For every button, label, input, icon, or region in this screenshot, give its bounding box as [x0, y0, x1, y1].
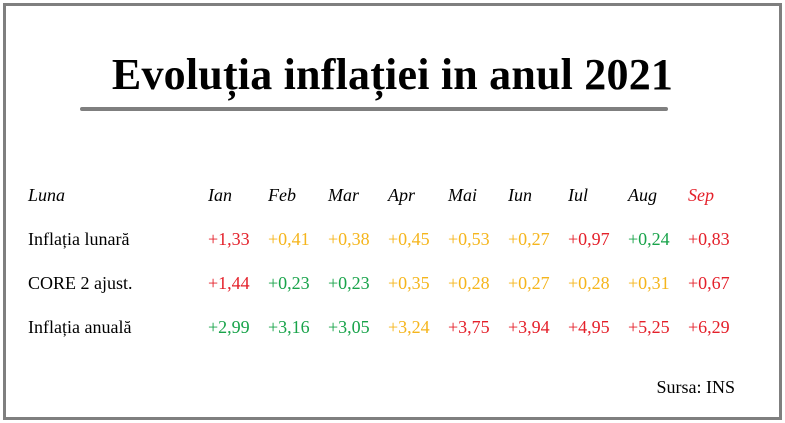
row-label-0: Inflația lunară — [28, 229, 130, 249]
table-cell-r0-c5: +0,27 — [508, 229, 550, 249]
table-cell-r2-c4: +3,75 — [448, 317, 490, 337]
table-cell-r2-c7: +5,25 — [628, 317, 670, 337]
table-cell-r2-c0: +2,99 — [208, 317, 250, 337]
chart-frame — [3, 3, 782, 420]
row-label-2: Inflația anuală — [28, 317, 132, 337]
table-cell-r0-c0: +1,33 — [208, 229, 250, 249]
table-cell-r0-c3: +0,45 — [388, 229, 430, 249]
table-cell-r1-c0: +1,44 — [208, 273, 250, 293]
table-cell-r1-c1: +0,23 — [268, 273, 310, 293]
column-header-mai: Mai — [448, 185, 477, 205]
table-cell-r1-c4: +0,28 — [448, 273, 490, 293]
column-header-iul: Iul — [568, 185, 588, 205]
table-cell-r1-c7: +0,31 — [628, 273, 670, 293]
table-cell-r2-c1: +3,16 — [268, 317, 310, 337]
title-underline — [80, 107, 668, 111]
table-cell-r1-c6: +0,28 — [568, 273, 610, 293]
chart-title: Evoluția inflației in anul 2021 — [111, 50, 674, 99]
source-note: Sursa: INS — [656, 377, 735, 397]
table-cell-r2-c6: +4,95 — [568, 317, 610, 337]
column-header-aug: Aug — [628, 185, 657, 205]
table-cell-r2-c3: +3,24 — [388, 317, 430, 337]
table-cell-r0-c7: +0,24 — [628, 229, 670, 249]
column-header-feb: Feb — [268, 185, 296, 205]
table-cell-r2-c5: +3,94 — [508, 317, 550, 337]
column-header-sep: Sep — [688, 185, 714, 205]
column-header-iun: Iun — [508, 185, 532, 205]
table-cell-r0-c8: +0,83 — [688, 229, 730, 249]
table-cell-r0-c6: +0,97 — [568, 229, 610, 249]
table-cell-r1-c2: +0,23 — [328, 273, 370, 293]
header-label-luna: Luna — [28, 185, 66, 205]
table-cell-r1-c3: +0,35 — [388, 273, 430, 293]
table-cell-r2-c8: +6,29 — [688, 317, 730, 337]
table-cell-r0-c1: +0,41 — [268, 229, 310, 249]
row-label-1: CORE 2 ajust. — [28, 273, 133, 293]
table-cell-r2-c2: +3,05 — [328, 317, 370, 337]
table-cell-r0-c4: +0,53 — [448, 229, 490, 249]
table-cell-r0-c2: +0,38 — [328, 229, 370, 249]
column-header-apr: Apr — [388, 185, 415, 205]
column-header-ian: Ian — [208, 185, 232, 205]
table-cell-r1-c8: +0,67 — [688, 273, 730, 293]
table-cell-r1-c5: +0,27 — [508, 273, 550, 293]
column-header-mar: Mar — [328, 185, 359, 205]
